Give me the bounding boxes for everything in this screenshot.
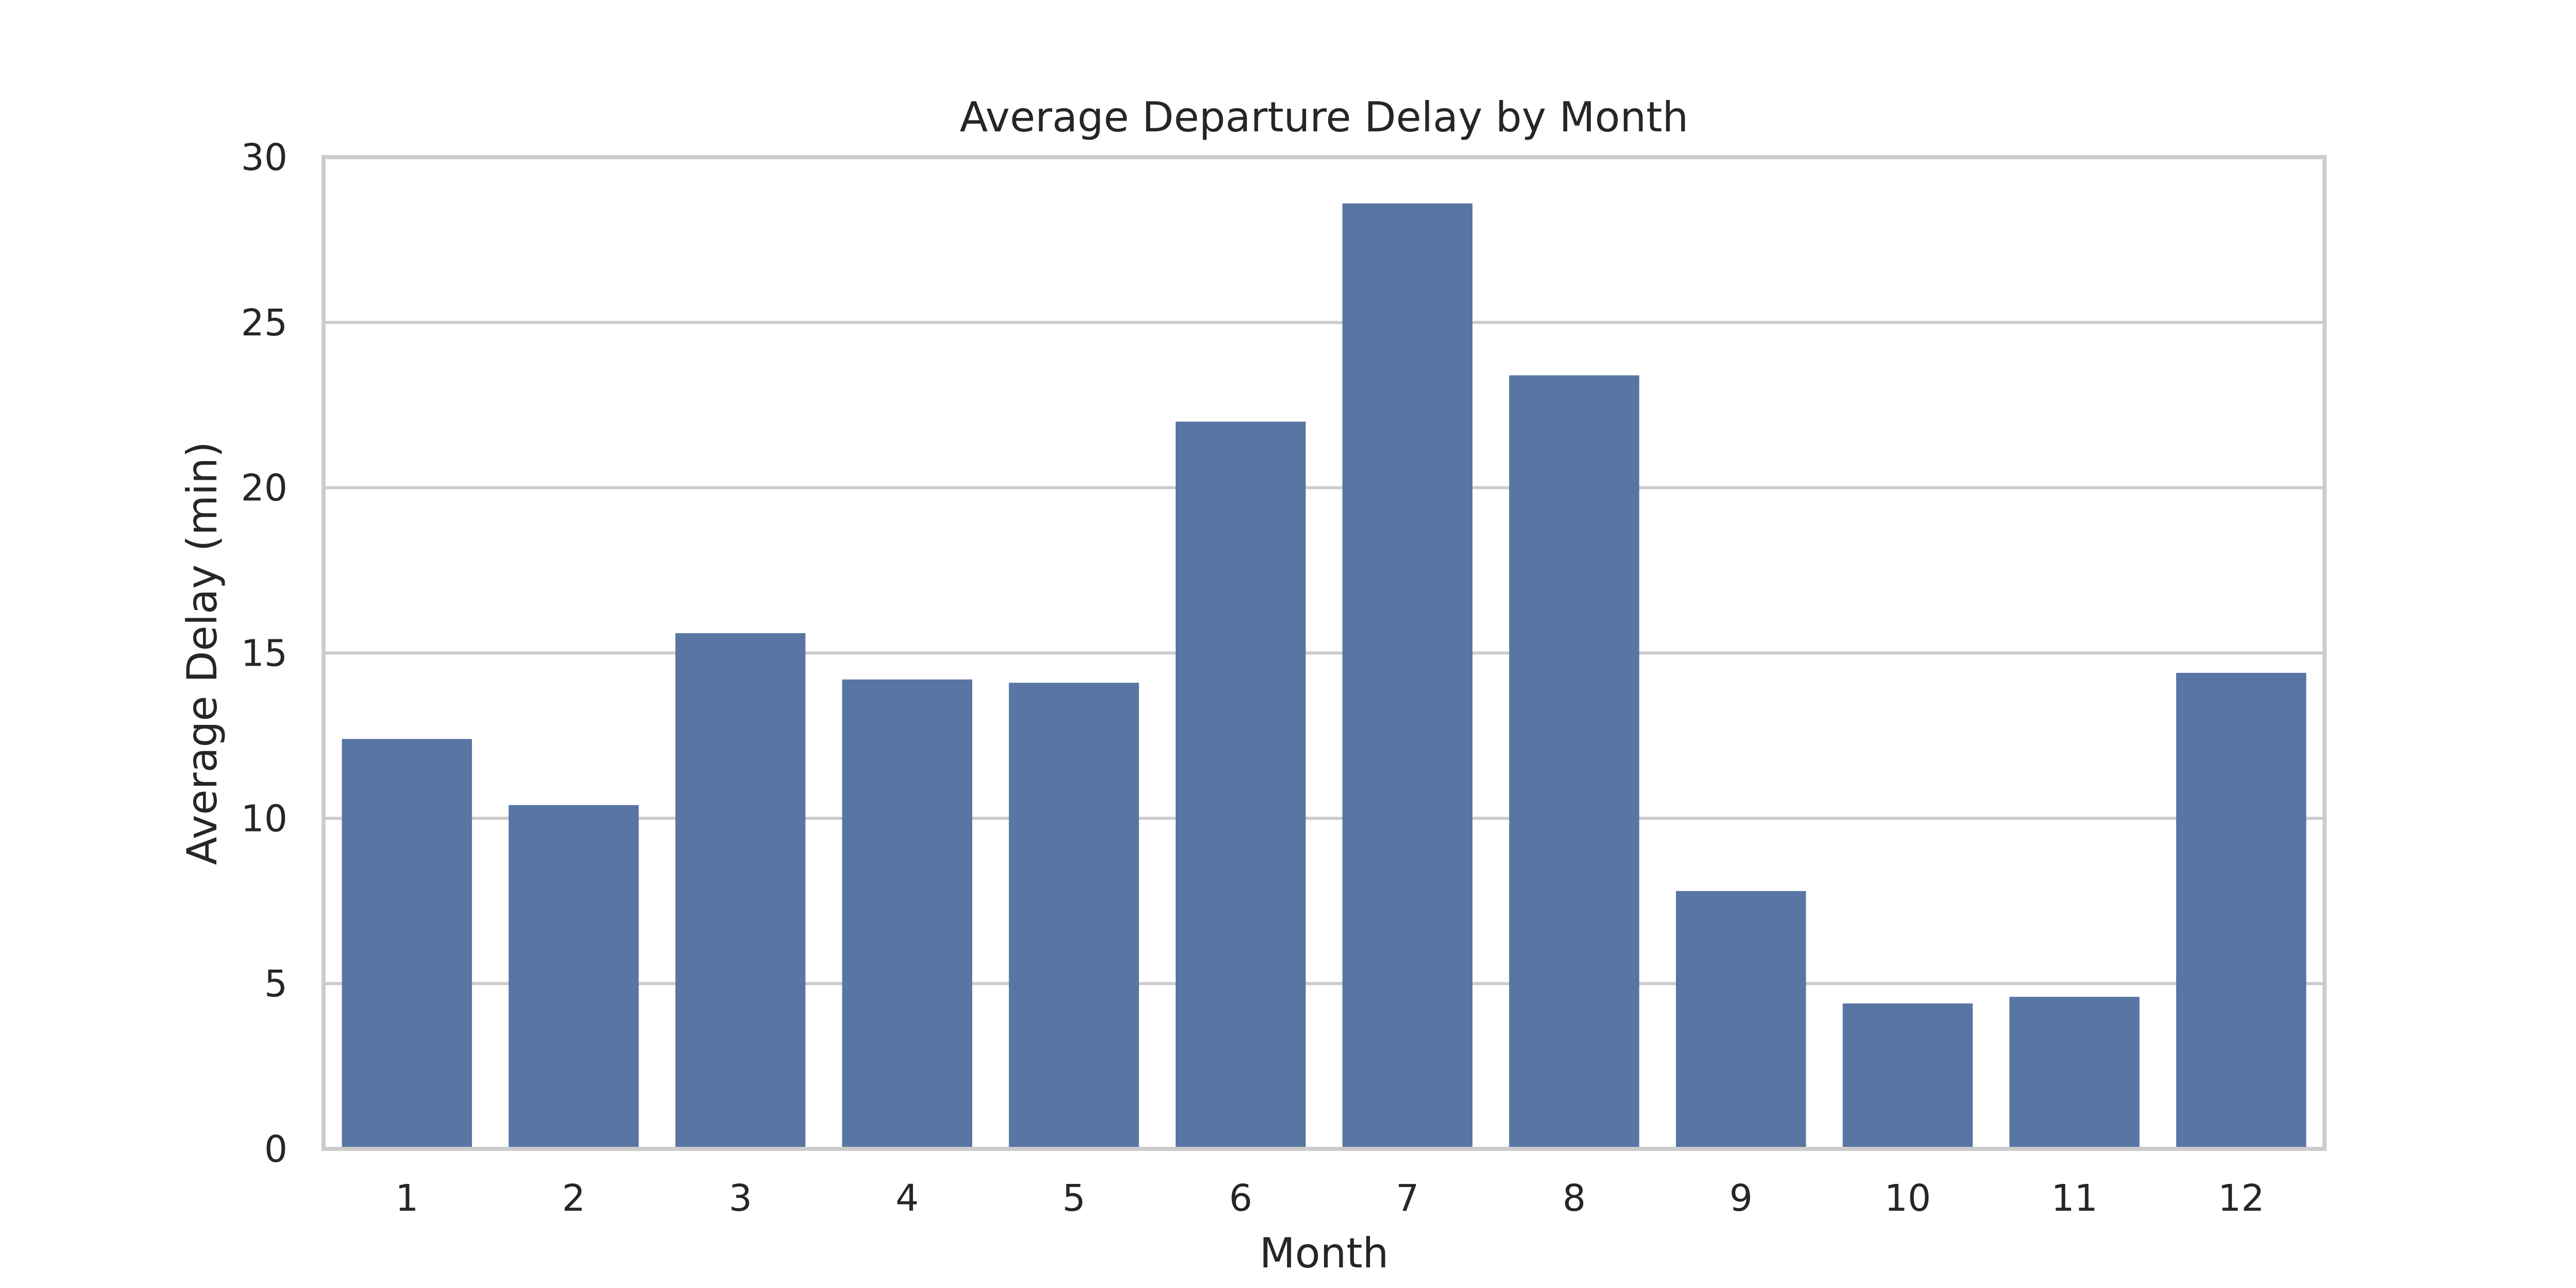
x-tick-label: 5	[1062, 1177, 1086, 1219]
bar-month-1	[342, 739, 472, 1149]
x-tick-label: 11	[2051, 1177, 2097, 1219]
bar-month-5	[1009, 683, 1139, 1149]
x-tick-label: 9	[1730, 1177, 1753, 1219]
bar-month-11	[2009, 996, 2140, 1149]
bar-month-2	[509, 805, 639, 1149]
y-tick-label: 30	[241, 136, 287, 179]
bar-month-6	[1175, 421, 1306, 1149]
plot-frame	[321, 155, 2327, 1151]
bar-month-9	[1675, 891, 1806, 1149]
y-tick-labels: 0 5 10 15 20 25 30	[241, 136, 287, 1171]
chart-title: Average Departure Delay by Month	[960, 93, 1688, 141]
x-tick-label: 3	[729, 1177, 752, 1219]
bar-month-10	[1842, 1003, 1973, 1149]
bar-month-8	[1509, 375, 1639, 1149]
x-axis-label: Month	[1260, 1229, 1389, 1277]
y-axis-label: Average Delay (min)	[178, 442, 226, 865]
bar-month-3	[675, 633, 806, 1149]
y-tick-label: 15	[241, 632, 287, 675]
x-tick-label: 2	[562, 1177, 585, 1219]
y-tick-label: 25	[241, 301, 287, 344]
x-tick-label: 10	[1885, 1177, 1931, 1219]
x-tick-label: 7	[1396, 1177, 1419, 1219]
y-tick-label: 10	[241, 797, 287, 840]
x-tick-labels: 1 2 3 4 5 6 7 8 9 10 11 12	[395, 1177, 2264, 1219]
y-tick-label: 20	[241, 467, 287, 510]
x-tick-label: 8	[1563, 1177, 1586, 1219]
x-tick-label: 4	[895, 1177, 919, 1219]
bar-month-4	[842, 679, 973, 1149]
gridlines	[324, 320, 2325, 986]
x-tick-label: 6	[1229, 1177, 1252, 1219]
bar-month-12	[2176, 673, 2307, 1149]
bars	[342, 203, 2307, 1149]
y-tick-label: 5	[264, 962, 287, 1005]
y-tick-label: 0	[264, 1128, 287, 1171]
x-tick-label: 1	[395, 1177, 418, 1219]
bar-month-7	[1342, 203, 1473, 1149]
x-tick-label: 12	[2218, 1177, 2264, 1219]
